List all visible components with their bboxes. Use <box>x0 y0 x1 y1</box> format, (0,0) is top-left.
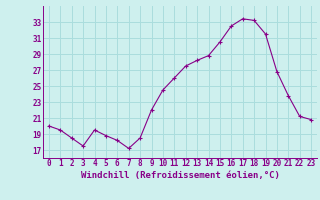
X-axis label: Windchill (Refroidissement éolien,°C): Windchill (Refroidissement éolien,°C) <box>81 171 279 180</box>
